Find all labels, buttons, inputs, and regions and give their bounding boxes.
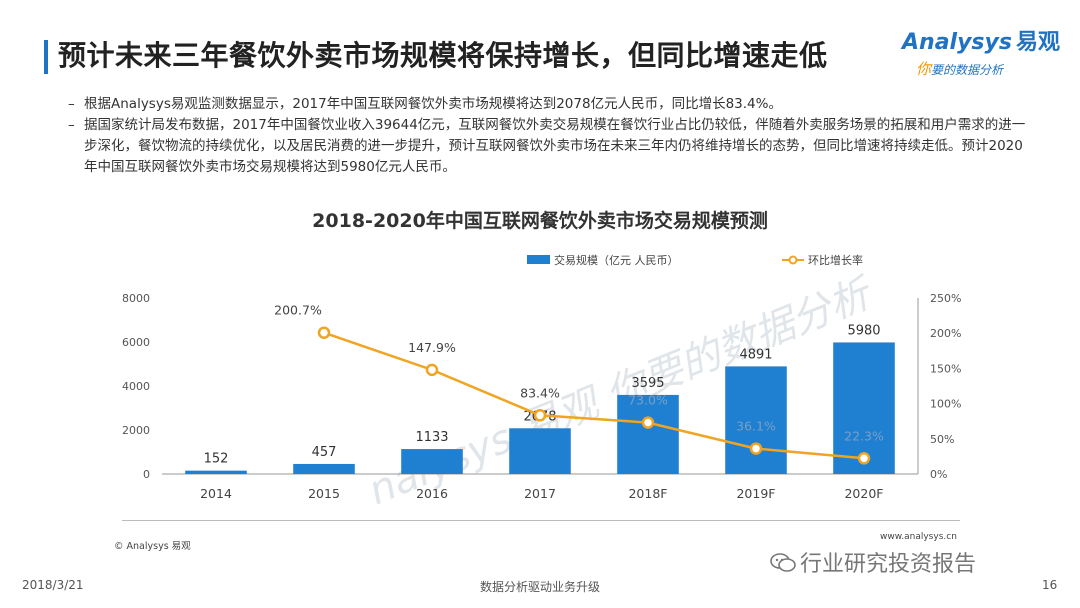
y-right-tick-label: 100% (930, 398, 961, 411)
wechat-icon (770, 553, 796, 572)
footer-slogan: 数据分析驱动业务升级 (479, 580, 600, 594)
growth-value-label: 22.3% (844, 428, 884, 443)
x-tick-label: 2014 (200, 486, 232, 501)
y-right-tick-label: 50% (930, 433, 954, 446)
bullet-item: 根据Analysys易观监测数据显示，2017年中国互联网餐饮外卖市场规模将达到… (68, 94, 1028, 115)
growth-value-label: 83.4% (520, 385, 560, 400)
y-right-tick-label: 0% (930, 468, 947, 481)
logo-brand: nalysys (919, 30, 1012, 55)
summary-bullets: 根据Analysys易观监测数据显示，2017年中国互联网餐饮外卖市场规模将达到… (68, 94, 1028, 178)
growth-value-label: 147.9% (408, 340, 456, 355)
legend-label-bar: 交易规模（亿元 人民币） (554, 253, 679, 267)
bar-value-label: 3595 (631, 376, 664, 391)
growth-rate-line (323, 331, 865, 460)
growth-point-2015 (317, 326, 331, 339)
footer-divider (122, 520, 960, 521)
growth-point-2016 (425, 363, 439, 377)
x-tick-label: 2016 (416, 486, 448, 501)
logo-initial: A (902, 30, 920, 55)
bar-2017 (509, 428, 571, 474)
legend-marker-line (788, 255, 798, 265)
y-right-tick-label: 250% (930, 292, 961, 305)
chart-title: 2018-2020年中国互联网餐饮外卖市场交易规模预测 (312, 210, 768, 232)
y-left-tick-label: 8000 (122, 292, 150, 305)
y-right-tick-label: 150% (930, 362, 961, 375)
x-tick-label: 2020F (844, 486, 883, 501)
bar-2014 (185, 470, 247, 474)
page-number: 16 (1042, 578, 1058, 592)
y-right-tick-label: 200% (930, 327, 961, 340)
growth-value-label: 36.1% (736, 419, 776, 434)
analysys-logo: Analysys 易观 你要的数据分析 (902, 24, 1062, 78)
bar-value-label: 5980 (847, 323, 880, 338)
bar-value-label: 152 (204, 452, 229, 467)
x-tick-label: 2017 (524, 486, 556, 501)
website: www.analysys.cn (880, 532, 957, 542)
logo-slogan: 要的数据分析 (931, 63, 1004, 77)
y-left-tick-label: 4000 (122, 380, 150, 393)
y-left-tick-label: 2000 (122, 424, 150, 437)
copyright: © Analysys 易观 (114, 541, 191, 552)
bar-2019F (725, 366, 787, 474)
bar-value-label: 1133 (415, 430, 448, 445)
growth-point-2017 (533, 409, 547, 422)
page-title: 预计未来三年餐饮外卖市场规模将保持增长，但同比增速走低 (58, 39, 828, 72)
x-tick-label: 2018F (628, 486, 667, 501)
x-tick-label: 2015 (308, 486, 340, 501)
legend-swatch-bar (527, 255, 550, 264)
growth-point-2020F (857, 452, 871, 465)
bar-2015 (293, 463, 355, 474)
bar-2018F (617, 394, 679, 474)
bar-value-label: 4891 (739, 347, 772, 362)
wechat-watermark: 行业研究投资报告 (770, 546, 976, 578)
logo-brand-cn: 易观 (1015, 30, 1060, 55)
growth-point-2018F (641, 416, 655, 429)
logo-slogan-first: 你 (916, 60, 932, 78)
legend-label-line: 环比增长率 (808, 253, 863, 267)
y-left-tick-label: 6000 (122, 336, 150, 349)
growth-value-label: 73.0% (628, 393, 668, 408)
bar-value-label: 457 (312, 445, 337, 460)
growth-point-2019F (749, 442, 763, 455)
y-left-tick-label: 0 (143, 468, 150, 481)
footer-date: 2018/3/21 (22, 578, 84, 592)
growth-value-label: 200.7% (274, 303, 322, 318)
wechat-text: 行业研究投资报告 (800, 552, 977, 577)
bullet-item: 据国家统计局发布数据，2017年中国餐饮业收入39644亿元，互联网餐饮外卖交易… (68, 115, 1028, 178)
title-accent-bar (44, 40, 48, 74)
bar-2016 (401, 449, 463, 474)
x-tick-label: 2019F (736, 486, 775, 501)
